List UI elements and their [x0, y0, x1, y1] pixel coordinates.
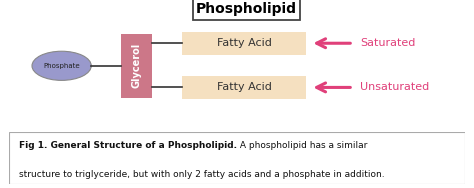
Text: Phospholipid: Phospholipid — [196, 2, 297, 16]
Text: Fig 1. General Structure of a Phospholipid.: Fig 1. General Structure of a Phospholip… — [18, 141, 237, 150]
Text: Phosphate: Phosphate — [43, 63, 80, 69]
Bar — [182, 32, 306, 55]
Bar — [182, 76, 306, 99]
Text: structure to triglyceride, but with only 2 fatty acids and a phosphate in additi: structure to triglyceride, but with only… — [18, 170, 384, 178]
Ellipse shape — [32, 51, 91, 80]
Text: Fatty Acid: Fatty Acid — [217, 38, 272, 48]
Text: Fatty Acid: Fatty Acid — [217, 82, 272, 92]
Text: Saturated: Saturated — [360, 38, 416, 48]
Text: Glycerol: Glycerol — [131, 43, 141, 88]
Text: Unsaturated: Unsaturated — [360, 82, 429, 92]
Bar — [121, 34, 152, 98]
Text: A phospholipid has a similar: A phospholipid has a similar — [237, 141, 367, 150]
